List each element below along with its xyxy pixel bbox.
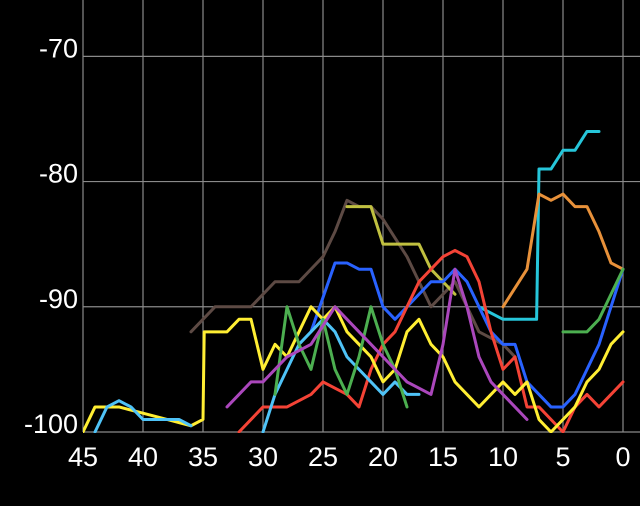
- series-line: [261, 317, 421, 433]
- y-tick-label: -90: [39, 284, 78, 314]
- x-tick-label: 25: [308, 442, 338, 472]
- series-line: [309, 261, 625, 409]
- series-line: [93, 399, 193, 433]
- axis-labels: 45 40 35 30 25 20 15 10 5 0 -70 -80 -90 -100: [24, 33, 631, 472]
- y-tick-label: -100: [24, 409, 78, 439]
- series-line: [477, 129, 601, 321]
- series-line: [83, 305, 625, 433]
- x-tick-label: 5: [555, 442, 570, 472]
- series-line: [345, 205, 457, 296]
- series-line: [225, 267, 529, 421]
- series-line: [501, 192, 625, 309]
- x-tick-label: 0: [615, 442, 630, 472]
- series-line: [273, 305, 409, 409]
- series-line: [561, 267, 625, 334]
- x-tick-label: 10: [488, 442, 518, 472]
- x-tick-label: 35: [188, 442, 218, 472]
- x-tick-label: 30: [248, 442, 278, 472]
- x-tick-label: 15: [428, 442, 458, 472]
- y-tick-label: -70: [39, 33, 78, 63]
- series-line: [237, 248, 625, 433]
- y-tick-label: -80: [39, 159, 78, 189]
- plot-area: [83, 129, 625, 433]
- series-line: [189, 198, 517, 359]
- grid: [82, 0, 640, 433]
- x-tick-label: 45: [68, 442, 98, 472]
- x-tick-label: 40: [128, 442, 158, 472]
- x-tick-label: 20: [368, 442, 398, 472]
